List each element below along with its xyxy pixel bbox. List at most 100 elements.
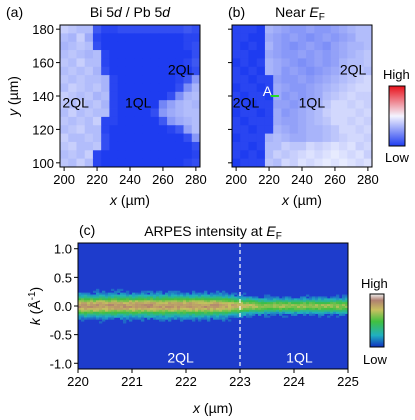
heatmap-cell — [99, 313, 103, 316]
heatmap-cell — [240, 309, 244, 313]
heatmap-cell — [138, 292, 142, 295]
heatmap-cell — [175, 50, 184, 59]
heatmap-cell — [87, 294, 91, 297]
heatmap-cell — [87, 313, 91, 316]
heatmap-cell — [204, 294, 208, 297]
heatmap-cell — [333, 307, 337, 311]
heatmap-cell — [267, 300, 271, 303]
heatmap-cell — [114, 309, 118, 313]
heatmap-cell — [167, 25, 176, 34]
heatmap-cell — [87, 300, 91, 303]
heatmap-cell — [345, 306, 349, 309]
heatmap-cell — [249, 304, 253, 307]
heatmap-cell — [141, 292, 145, 295]
heatmap-cell — [183, 302, 187, 305]
heatmap-cell — [355, 125, 365, 134]
heatmap-cell — [125, 25, 135, 34]
heatmap-cell — [306, 133, 315, 143]
heatmap-cell — [267, 302, 271, 305]
region-annotation: 2QL — [168, 61, 195, 77]
heatmap-cell — [216, 311, 220, 314]
heatmap-cell — [101, 66, 110, 76]
heatmap-cell — [189, 317, 193, 320]
heatmap-cell — [240, 58, 249, 68]
heatmap-cell — [158, 125, 168, 134]
heatmap-cell — [134, 58, 143, 68]
heatmap-cell — [210, 294, 214, 297]
heatmap-cell — [134, 100, 143, 109]
heatmap-cell — [111, 298, 115, 301]
heatmap-cell — [99, 306, 103, 309]
heatmap-cell — [219, 302, 223, 305]
heatmap-cell — [339, 33, 348, 43]
heatmap-cell — [222, 309, 226, 313]
heatmap-cell — [101, 91, 110, 101]
heatmap-cell — [87, 317, 91, 320]
heatmap-cell — [339, 158, 348, 168]
heatmap-cell — [138, 313, 142, 316]
heatmap-cell — [273, 100, 282, 109]
heatmap-cell — [363, 141, 373, 151]
heatmap-cell — [258, 298, 262, 301]
heatmap-cell — [252, 313, 256, 316]
heatmap-cell — [264, 83, 274, 93]
heatmap-cell — [232, 58, 241, 68]
heatmap-cell — [167, 50, 176, 59]
y-tick-label: 100 — [32, 156, 54, 171]
heatmap-cell — [240, 75, 249, 84]
heatmap-cell — [289, 58, 299, 68]
heatmap-cell — [92, 75, 102, 84]
heatmap-cell — [264, 302, 268, 305]
heatmap-cell — [291, 313, 295, 316]
heatmap-cell — [237, 311, 241, 314]
heatmap-cell — [289, 116, 299, 126]
heatmap-cell — [297, 83, 307, 93]
heatmap-cell — [345, 302, 349, 305]
heatmap-cell — [267, 311, 271, 314]
heatmap-cell — [92, 50, 102, 59]
heatmap-cell — [339, 66, 348, 76]
heatmap-cell — [81, 296, 85, 299]
heatmap-cell — [285, 311, 289, 314]
heatmap-cell — [111, 288, 115, 292]
heatmap-cell — [261, 309, 265, 313]
heatmap-cell — [256, 50, 266, 59]
heatmap-cell — [232, 75, 241, 84]
heatmap-cell — [231, 294, 235, 297]
heatmap-cell — [216, 307, 220, 311]
heatmap-cell — [84, 313, 88, 316]
heatmap-cell — [213, 304, 217, 307]
heatmap-cell — [256, 100, 266, 109]
heatmap-cell — [300, 304, 304, 307]
heatmap-cell — [60, 116, 69, 126]
heatmap-cell — [210, 302, 214, 305]
heatmap-cell — [240, 91, 249, 101]
heatmap-cell — [363, 116, 373, 126]
heatmap-cell — [158, 33, 168, 43]
heatmap-cell — [153, 298, 157, 301]
heatmap-cell — [297, 125, 307, 134]
heatmap-cell — [76, 66, 86, 76]
region-annotation: 2QL — [62, 95, 89, 111]
heatmap-cell — [243, 292, 247, 295]
heatmap-cell — [105, 306, 109, 309]
heatmap-cell — [198, 306, 202, 309]
heatmap-cell — [134, 125, 143, 134]
heatmap-cell — [171, 315, 175, 318]
heatmap-cell — [249, 298, 253, 301]
heatmap-cell — [282, 307, 286, 311]
heatmap-cell — [87, 298, 91, 301]
heatmap-cell — [183, 296, 187, 299]
heatmap-cell — [314, 125, 323, 134]
heatmap-cell — [159, 317, 163, 320]
heatmap-cell — [347, 108, 356, 118]
heatmap-cell — [318, 298, 322, 301]
heatmap-cell — [330, 304, 334, 307]
heatmap-cell — [150, 58, 160, 68]
panel-c-annotations: 2QL 1QL — [167, 350, 312, 366]
heatmap-cell — [141, 309, 145, 313]
heatmap-cell — [264, 91, 274, 101]
heatmap-cell — [282, 309, 286, 313]
heatmap-cell — [117, 294, 121, 297]
heatmap-cell — [261, 306, 265, 309]
